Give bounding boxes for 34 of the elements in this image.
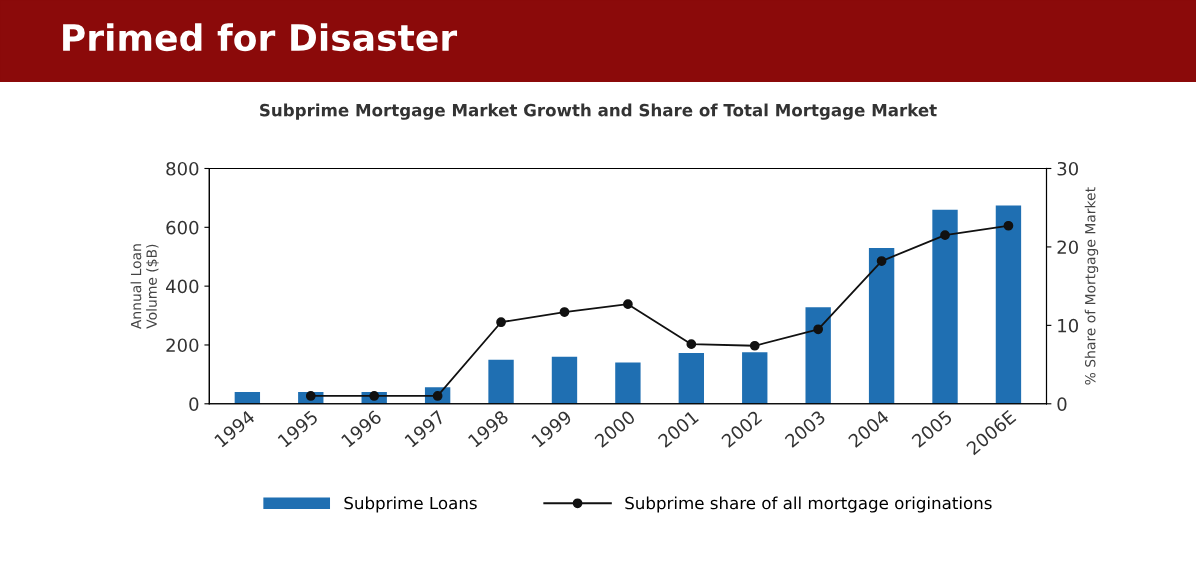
bar <box>995 205 1022 404</box>
point <box>876 256 887 266</box>
point <box>559 307 570 317</box>
legend-label: Subprime Loans <box>344 496 477 513</box>
bar <box>742 352 768 404</box>
point <box>749 340 760 351</box>
y-tick-label: 800 <box>166 161 199 176</box>
bar <box>234 392 261 404</box>
y2-tick-label: 10 <box>1058 318 1078 333</box>
y2-axis-title: % Share of Mortgage Market <box>1084 187 1099 385</box>
legend-label: Subprime share of all mortgage originations <box>625 496 992 513</box>
bar <box>488 359 514 404</box>
point <box>496 317 506 328</box>
point <box>813 324 824 335</box>
chart-subtitle: Subprime Mortgage Market Growth and Share of Total Mortgage Market <box>260 103 937 120</box>
y2-tick-label: 30 <box>1057 161 1078 176</box>
bar <box>932 209 958 404</box>
bar <box>551 356 578 404</box>
bar <box>615 362 641 404</box>
y-tick-label: 200 <box>166 338 199 353</box>
y-tick-label: 600 <box>166 220 199 235</box>
bar <box>805 307 831 404</box>
point <box>686 339 697 350</box>
y-tick-label: 400 <box>166 279 199 294</box>
point <box>1003 220 1014 231</box>
y-tick-label: 0 <box>189 397 199 411</box>
y-axis-title: Annual Loan Volume ($B) <box>130 244 159 330</box>
point <box>623 299 633 310</box>
point <box>940 230 950 241</box>
y2-tick-label: 20 <box>1057 240 1078 255</box>
chart-title: Primed for Disaster <box>63 23 458 52</box>
y2-tick-label: 0 <box>1057 397 1067 411</box>
bar <box>868 247 895 404</box>
bar <box>678 352 705 404</box>
